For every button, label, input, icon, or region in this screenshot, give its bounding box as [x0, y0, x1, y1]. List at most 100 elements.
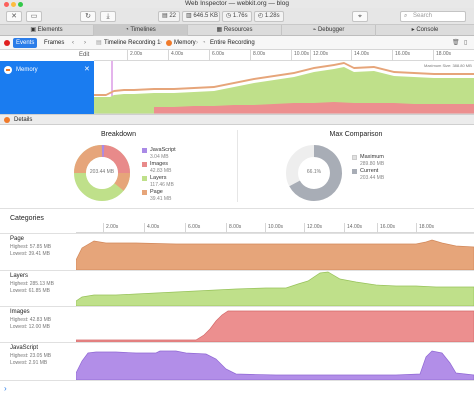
- ruler-tick: 14.00s: [344, 223, 362, 233]
- breakdown-panel: Breakdown 203.44 MB JavaScript 3.04 MB I…: [0, 125, 237, 205]
- inspector-toolbar: ✕ ▭ ↻ ⤓ ▤ 22 ▥ 646.5 KB ◷ 1.76s ◴ 1.28s …: [0, 8, 474, 25]
- close-window-button[interactable]: [4, 1, 9, 7]
- ruler-tick: 16.00s: [377, 223, 395, 233]
- size-icon: ▥: [186, 13, 192, 19]
- ruler-tick: 16.00s: [392, 50, 410, 61]
- tab-resources[interactable]: ▦ Resources: [188, 25, 282, 36]
- ruler-tick: 2.00s: [127, 50, 142, 61]
- target-button[interactable]: ⌖: [352, 11, 368, 22]
- timeline-nav-bar: Events Frames ‹ › ▤ Timeline Recording 1…: [0, 36, 474, 50]
- frames-toggle[interactable]: Frames: [44, 40, 65, 46]
- ruler-tick: 4.00s: [144, 223, 159, 233]
- category-highest: Highest: 23.05 MB: [10, 353, 52, 359]
- current-slice: [289, 145, 342, 201]
- record-button[interactable]: [4, 40, 10, 46]
- images-swatch: [142, 162, 147, 167]
- ruler-tick: 18.00s: [433, 50, 451, 61]
- category-highest: Highest: 42.83 MB: [10, 317, 52, 323]
- memory-icon: [4, 66, 12, 74]
- max-comparison-panel: Max Comparison 66.1% Maximum 289.80 MB C…: [238, 125, 474, 205]
- images-slice: [101, 145, 130, 174]
- page-swatch: [142, 190, 147, 195]
- tab-debugger[interactable]: ⌁ Debugger: [282, 25, 376, 36]
- sidebar-toggle-icon[interactable]: ▯: [464, 40, 468, 46]
- maximum-size-label: Maximum Size: 388.80 MB: [424, 63, 472, 68]
- trash-icon[interactable]: 🗑: [452, 40, 460, 46]
- stat-load[interactable]: ◴ 1.28s: [254, 11, 284, 22]
- category-row-page[interactable]: Page Highest: 57.85 MB Lowest: 39.41 MB: [0, 233, 474, 270]
- legend-layers-value: 117.46 MB: [150, 182, 174, 188]
- back-arrow-icon[interactable]: ‹: [72, 40, 74, 46]
- stat-resources[interactable]: ▤ 22: [158, 11, 180, 22]
- stat-time[interactable]: ◷ 1.76s: [222, 11, 252, 22]
- download-button[interactable]: ⤓: [100, 11, 116, 22]
- memory-icon: [4, 117, 10, 123]
- category-highest: Highest: 57.85 MB: [10, 244, 52, 250]
- ruler-tick: 10.00s: [291, 50, 309, 61]
- legend-javascript: JavaScript: [150, 147, 176, 153]
- window-title-bar: Web Inspector — webkit.org — blog: [0, 0, 474, 8]
- details-label: Details: [14, 117, 33, 123]
- legend-layers: Layers: [150, 175, 167, 181]
- ruler-tick: 14.00s: [351, 50, 369, 61]
- category-name: Page: [10, 236, 25, 242]
- stat-size[interactable]: ▥ 646.5 KB: [182, 11, 220, 22]
- categories-ruler: 2.00s 4.00s 6.00s 8.00s 10.00s 12.00s 14…: [76, 223, 474, 233]
- recording-icon: ▤: [96, 40, 102, 46]
- close-inspector-button[interactable]: ✕: [6, 11, 22, 22]
- layers-swatch: [142, 176, 147, 181]
- category-row-layers[interactable]: Layers Highest: 285.13 MB Lowest: 61.85 …: [0, 270, 474, 306]
- forward-arrow-icon[interactable]: ›: [84, 40, 86, 46]
- max-comparison-donut: [286, 145, 342, 201]
- console-prompt-icon[interactable]: ›: [4, 384, 7, 393]
- tab-elements[interactable]: ▣ Elements: [0, 25, 94, 36]
- category-lowest: Lowest: 2.91 MB: [10, 360, 48, 366]
- ruler-tick: 12.00s: [304, 223, 322, 233]
- ruler-tick: 12.00s: [310, 50, 328, 61]
- category-name: Images: [10, 309, 30, 315]
- category-name: Layers: [10, 273, 29, 279]
- breakdown-center-value: 203.44 MB: [89, 169, 115, 175]
- tab-timelines[interactable]: ◔ Timelines: [94, 25, 188, 36]
- events-toggle[interactable]: Events: [13, 38, 38, 48]
- window-title: Web Inspector — webkit.org — blog: [185, 0, 289, 7]
- overview-ruler: 2.00s 4.00s 6.00s 8.00s 10.00s 12.00s 14…: [94, 50, 474, 61]
- tab-bar: ▣ Elements ◔ Timelines ▦ Resources ⌁ Deb…: [0, 25, 474, 36]
- timelines-icon: ◔: [125, 27, 129, 33]
- category-highest: Highest: 285.13 MB: [10, 281, 54, 287]
- legend-page: Page: [150, 189, 163, 195]
- breadcrumb-recording[interactable]: Timeline Recording 1: [104, 40, 161, 46]
- ruler-tick: 6.00s: [209, 50, 224, 61]
- legend-maximum: Maximum: [360, 154, 384, 160]
- search-icon: ⌕: [404, 13, 408, 19]
- max-comparison-title: Max Comparison: [329, 131, 383, 138]
- zoom-window-button[interactable]: [18, 1, 23, 7]
- breadcrumb-entire-recording[interactable]: Entire Recording: [210, 40, 255, 46]
- max-comparison-center-value: 66.1%: [306, 169, 322, 175]
- tab-console[interactable]: ▸ Console: [411, 27, 439, 33]
- close-icon[interactable]: ✕: [84, 66, 90, 73]
- details-bar[interactable]: Details: [0, 114, 474, 125]
- memory-timeline-row[interactable]: Memory ✕: [0, 61, 94, 114]
- edit-button[interactable]: Edit: [79, 52, 90, 58]
- reload-icon: ↻: [85, 13, 91, 20]
- current-swatch: [352, 169, 357, 174]
- layers-memory-chart: [76, 271, 474, 306]
- minimize-window-button[interactable]: [11, 1, 16, 7]
- resources-icon: ▦: [216, 27, 223, 33]
- breadcrumb-memory[interactable]: Memory: [174, 40, 196, 46]
- dock-button[interactable]: ▭: [26, 11, 42, 22]
- load-icon: ◴: [258, 13, 264, 19]
- reload-button[interactable]: ↻: [80, 11, 96, 22]
- legend-maximum-value: 289.80 MB: [360, 161, 385, 167]
- overview-memory-chart: [94, 61, 474, 114]
- category-row-images[interactable]: Images Highest: 42.83 MB Lowest: 12.00 M…: [0, 306, 474, 342]
- maximum-swatch: [352, 155, 357, 160]
- elements-icon: ▣: [30, 27, 36, 33]
- search-input[interactable]: ⌕ Search: [400, 11, 466, 22]
- debugger-icon: ⌁: [312, 27, 317, 33]
- breadcrumb-separator: ›: [196, 40, 198, 46]
- page-slice: [114, 172, 131, 191]
- category-row-javascript[interactable]: JavaScript Highest: 23.05 MB Lowest: 2.9…: [0, 342, 474, 380]
- images-memory-chart: [76, 310, 474, 342]
